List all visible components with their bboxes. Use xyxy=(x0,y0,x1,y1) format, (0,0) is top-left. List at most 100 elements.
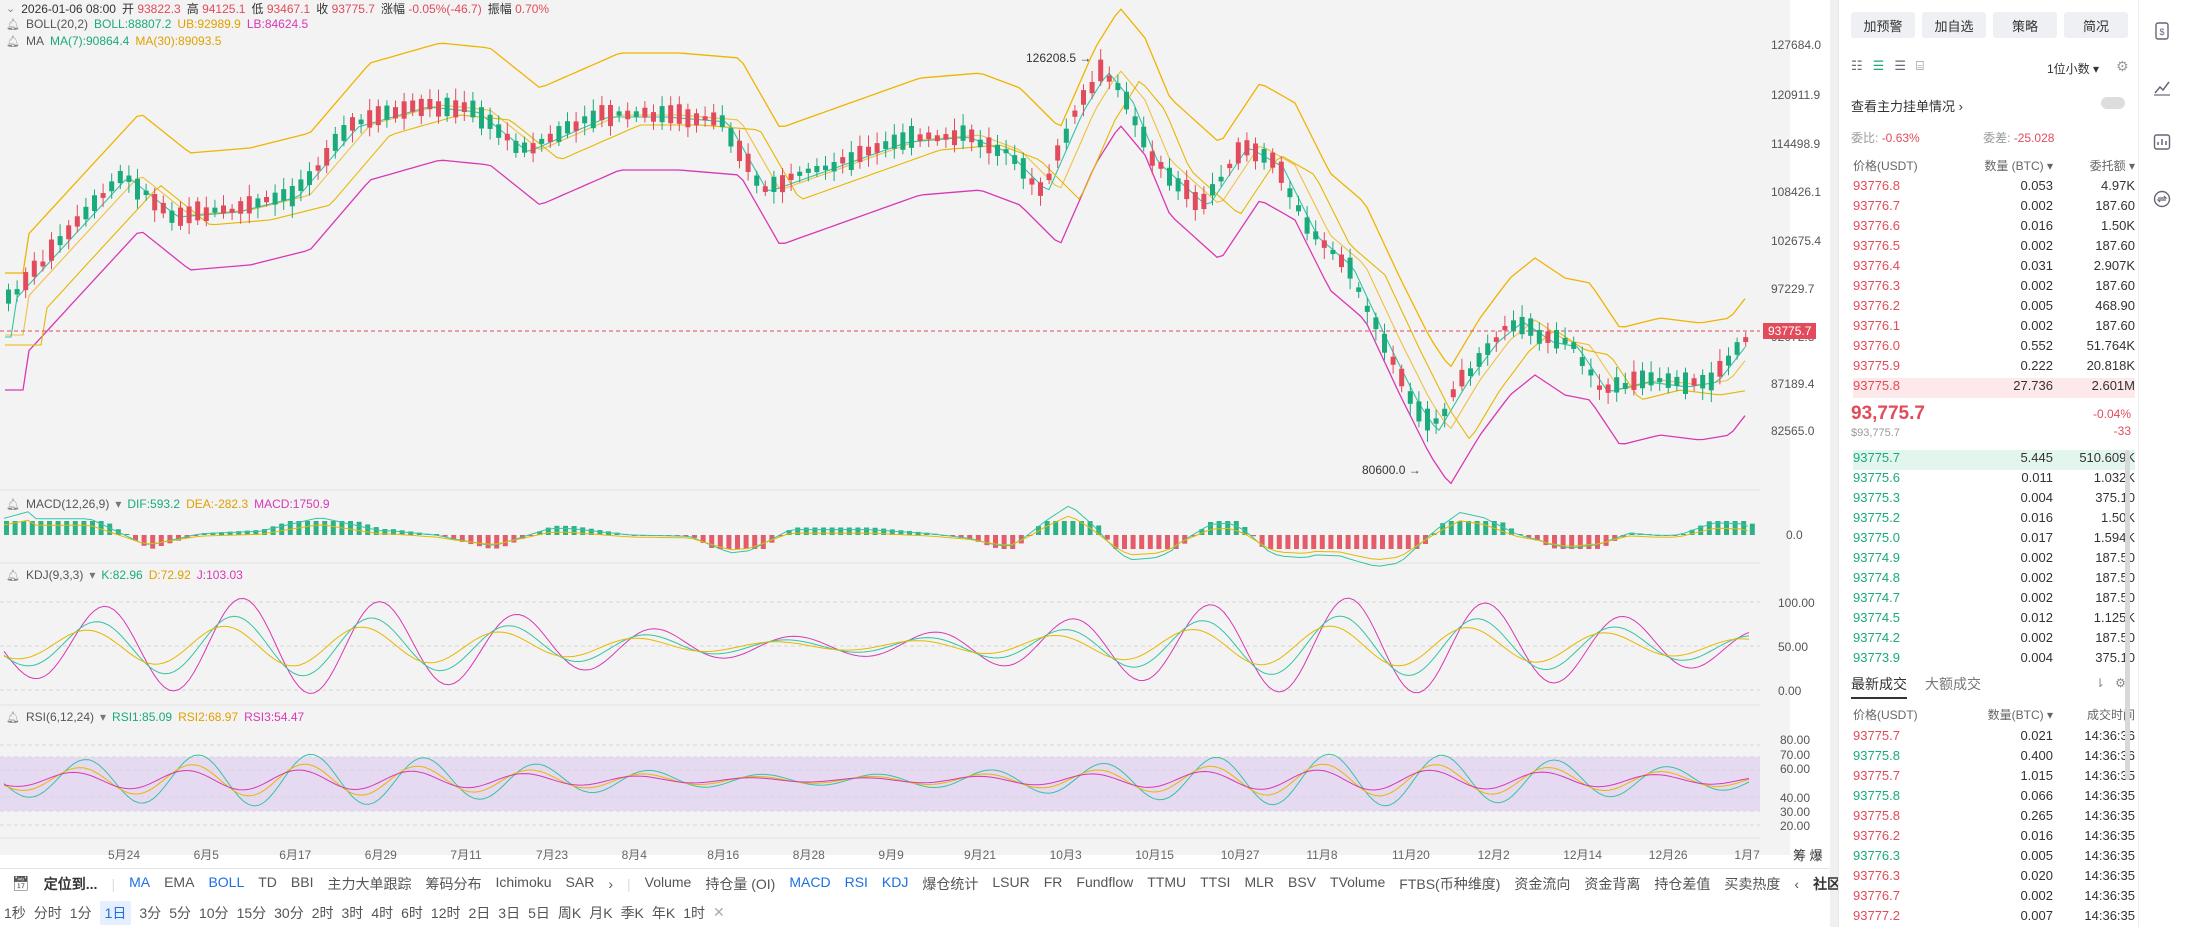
interval-item[interactable]: 1秒 xyxy=(4,904,26,921)
main-force-toggle[interactable] xyxy=(2101,97,2125,109)
chart-trend-icon[interactable] xyxy=(2153,78,2171,96)
sub-indicator-item[interactable]: 买卖热度 xyxy=(1724,875,1781,892)
sub-indicator-item[interactable]: LSUR xyxy=(992,873,1030,890)
interval-item[interactable]: 1日 xyxy=(99,900,132,925)
settings-icon[interactable]: ⚙︎ xyxy=(2115,676,2126,690)
interval-item[interactable]: 月K xyxy=(589,904,613,921)
ask-row[interactable]: 93776.8 0.053 4.97K xyxy=(1853,178,2135,198)
calendar-icon[interactable]: 📅︎ xyxy=(12,875,30,891)
book-asks-icon[interactable]: ☰ xyxy=(1894,58,1906,73)
settings-icon[interactable]: ⚙︎ xyxy=(2116,58,2129,74)
bid-row[interactable]: 93775.6 0.011 1.032K xyxy=(1853,470,2135,490)
sub-indicator-item[interactable]: MACD xyxy=(789,873,831,890)
macd-name[interactable]: MACD(12,26,9) xyxy=(25,497,110,511)
sub-indicator-item[interactable]: BSV xyxy=(1288,873,1317,890)
sub-indicator-item[interactable]: 爆仓统计 xyxy=(922,875,979,892)
interval-item[interactable]: 4时 xyxy=(371,904,394,921)
ask-row[interactable]: 93776.1 0.002 187.60 xyxy=(1853,318,2135,338)
ask-row[interactable]: 93775.8 27.736 2.601M xyxy=(1853,378,2135,398)
book-depth-icon[interactable]: ⌸ xyxy=(1915,58,1924,73)
sub-indicator-item[interactable]: MLR xyxy=(1244,873,1275,890)
sub-indicator-item[interactable]: FR xyxy=(1043,873,1063,890)
ask-row[interactable]: 93775.9 0.222 20.818K xyxy=(1853,358,2135,378)
ask-row[interactable]: 93776.5 0.002 187.60 xyxy=(1853,238,2135,258)
main-indicator-item[interactable]: BBI xyxy=(290,873,314,890)
bid-row[interactable]: 93775.7 5.445 510.609K xyxy=(1853,450,2135,470)
kline-chart-area[interactable]: ⌄ 2026-01-06 08:00 开 93822.3 高 94125.1 低… xyxy=(0,0,1821,862)
bell-icon[interactable]: 🔔︎ xyxy=(6,498,20,511)
orderbook-action-button[interactable]: 加预警 xyxy=(1851,12,1915,38)
bell-icon[interactable]: 🔔︎ xyxy=(6,569,20,582)
main-indicator-item[interactable]: EMA xyxy=(164,873,195,890)
decimals-select[interactable]: 1位小数 ▾ xyxy=(2047,62,2100,76)
bell-icon[interactable]: 🔔︎ xyxy=(6,18,20,31)
bell-icon[interactable]: 🔔︎ xyxy=(6,711,20,724)
data-panel-icon[interactable] xyxy=(2153,133,2171,151)
tab-latest-trades[interactable]: 最新成交 xyxy=(1851,674,1907,699)
sub-indicator-item[interactable]: 资金流向 xyxy=(1514,875,1571,892)
trade-col-qty[interactable]: 数量(BTC) ▾ xyxy=(1987,708,2053,722)
bid-row[interactable]: 93775.2 0.016 1.50K xyxy=(1853,510,2135,530)
interval-item[interactable]: 1分 xyxy=(69,904,92,921)
dropdown-icon[interactable]: ▾ xyxy=(115,497,122,511)
bid-row[interactable]: 93775.0 0.017 1.594K xyxy=(1853,530,2135,550)
bid-row[interactable]: 93774.5 0.012 1.125K xyxy=(1853,610,2135,630)
main-force-link[interactable]: 查看主力挂单情况 › xyxy=(1851,99,1963,114)
ask-row[interactable]: 93776.0 0.552 51.764K xyxy=(1853,338,2135,358)
interval-item[interactable]: 3分 xyxy=(139,904,162,921)
sub-indicator-item[interactable]: FTBS(币种维度) xyxy=(1399,875,1501,892)
interval-item[interactable]: 年K xyxy=(651,904,676,921)
main-indicator-item[interactable]: TD xyxy=(258,873,277,890)
orderbook-scrollbar[interactable] xyxy=(2125,450,2130,780)
ask-row[interactable]: 93776.7 0.002 187.60 xyxy=(1853,198,2135,218)
bid-row[interactable]: 93773.9 0.004 375.10 xyxy=(1853,650,2135,670)
main-indicator-item[interactable]: MA xyxy=(129,873,151,890)
bid-row[interactable]: 93774.2 0.002 187.50 xyxy=(1853,630,2135,650)
interval-item[interactable]: 3日 xyxy=(498,904,521,921)
dropdown-icon[interactable]: ▾ xyxy=(100,710,107,724)
interval-item[interactable]: 30分 xyxy=(274,904,304,921)
sub-indicator-item[interactable]: TTSI xyxy=(1200,873,1231,890)
interval-item[interactable]: 2时 xyxy=(311,904,334,921)
bid-row[interactable]: 93775.3 0.004 375.10 xyxy=(1853,490,2135,510)
tab-large-trades[interactable]: 大额成交 xyxy=(1925,676,1981,692)
ask-row[interactable]: 93776.2 0.005 468.90 xyxy=(1853,298,2135,318)
orderbook-action-button[interactable]: 简况 xyxy=(2064,12,2128,38)
goto-button[interactable]: 定位到... xyxy=(43,875,98,892)
ma-name[interactable]: MA xyxy=(25,34,44,48)
filter-icon[interactable]: ⇂ xyxy=(2095,676,2106,690)
kline-chart-svg[interactable] xyxy=(0,0,1790,855)
interval-item[interactable]: 5分 xyxy=(169,904,191,921)
sub-indicator-item[interactable]: TVolume xyxy=(1330,873,1386,890)
orderbook-action-button[interactable]: 加自选 xyxy=(1922,12,1986,38)
interval-item[interactable]: 周K xyxy=(557,904,582,921)
sub-indicator-item[interactable]: KDJ xyxy=(881,873,909,890)
collapse-icon[interactable]: ⌄ xyxy=(6,3,16,15)
close-icon[interactable]: ✕ xyxy=(713,904,725,920)
sub-indicator-item[interactable]: 资金背离 xyxy=(1584,875,1641,892)
main-indicator-item[interactable]: 筹码分布 xyxy=(425,875,482,892)
interval-item[interactable]: 分时 xyxy=(33,904,62,921)
interval-item[interactable]: 10分 xyxy=(198,904,229,921)
boll-name[interactable]: BOLL(20,2) xyxy=(25,17,89,31)
rsi-name[interactable]: RSI(6,12,24) xyxy=(25,710,95,724)
interval-item[interactable]: 12时 xyxy=(430,904,461,921)
dropdown-icon[interactable]: ▾ xyxy=(89,568,96,582)
bid-row[interactable]: 93774.7 0.002 187.50 xyxy=(1853,590,2135,610)
ask-row[interactable]: 93776.3 0.002 187.60 xyxy=(1853,278,2135,298)
book-bids-icon[interactable]: ☰ xyxy=(1872,58,1885,73)
interval-item[interactable]: 15分 xyxy=(236,904,267,921)
interval-item[interactable]: 季K xyxy=(620,904,644,921)
interval-item[interactable]: 6时 xyxy=(401,904,423,921)
interval-item[interactable]: 5日 xyxy=(528,904,550,921)
orderbook-action-button[interactable]: 策略 xyxy=(1993,12,2057,38)
main-indicator-item[interactable]: Ichimoku xyxy=(495,873,552,890)
main-indicator-item[interactable]: SAR xyxy=(565,873,595,890)
interval-item[interactable]: 2日 xyxy=(468,904,491,921)
collapse-strip[interactable] xyxy=(1830,0,1838,927)
chevron-left-icon[interactable]: ‹ xyxy=(1794,875,1800,892)
bid-row[interactable]: 93774.9 0.002 187.50 xyxy=(1853,550,2135,570)
book-both-icon[interactable]: ☷ xyxy=(1851,58,1863,73)
main-indicator-item[interactable]: 主力大单跟踪 xyxy=(327,875,412,892)
sub-indicator-item[interactable]: 持仓量 (OI) xyxy=(705,875,776,892)
